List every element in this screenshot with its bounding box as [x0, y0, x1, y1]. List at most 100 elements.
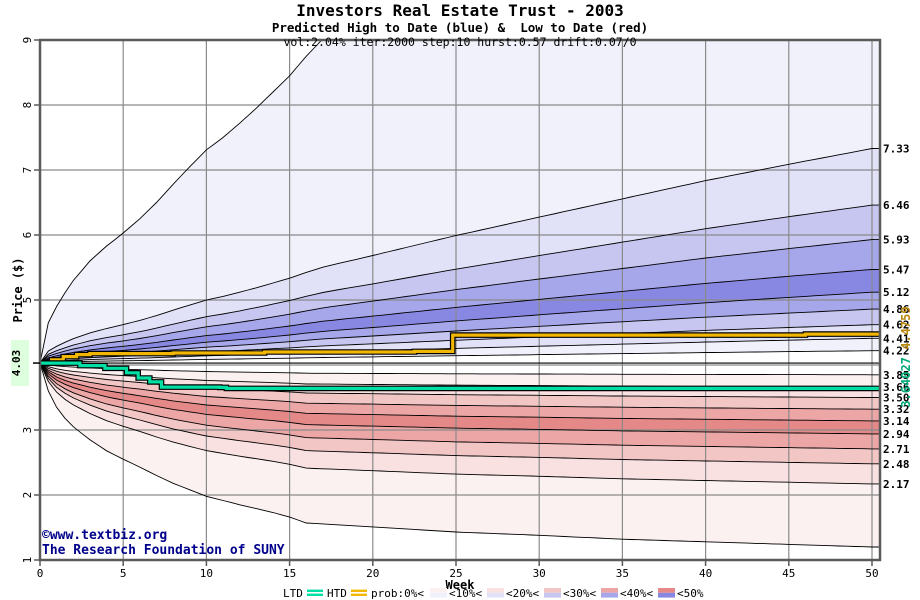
legend-band-swatch-red — [658, 588, 675, 593]
contour-line-high — [40, 308, 880, 364]
contour-line-high — [40, 350, 880, 364]
start-price-highlight — [11, 340, 29, 387]
contour-end-label-high: 4.86 — [883, 303, 910, 316]
probability-band-low — [40, 363, 880, 410]
x-tick-label: 35 — [616, 567, 629, 580]
legend-ltd-label: LTD — [283, 587, 303, 600]
legend-band-label: <40%< — [620, 587, 653, 600]
legend-band-swatch-red — [601, 588, 618, 593]
legend-band-label: <20%< — [506, 587, 539, 600]
y-tick-label: 6 — [21, 232, 34, 239]
probability-band-high — [40, 148, 880, 364]
watermark-org: The Research Foundation of SUNY — [42, 543, 285, 558]
x-tick-label: 40 — [699, 567, 712, 580]
probability-band-low — [40, 363, 880, 449]
contour-end-label-low: 3.85 — [883, 369, 910, 382]
y-tick-label: 9 — [21, 37, 34, 44]
legend-band-swatch-red — [430, 588, 447, 593]
contour-line-high — [40, 269, 880, 364]
legend-prob-label: prob:0%< — [371, 587, 424, 600]
contour-end-label-low: 3.66 — [883, 381, 910, 394]
x-tick-label: 25 — [449, 567, 462, 580]
contour-line-low — [40, 362, 880, 435]
contour-line-low — [40, 362, 880, 376]
probability-band-low — [40, 363, 880, 484]
probability-band-low — [40, 363, 880, 464]
contour-line-low — [40, 362, 880, 410]
probability-band-low — [40, 363, 880, 434]
contour-end-label-low: 3.50 — [883, 392, 910, 405]
x-tick-label: 5 — [120, 567, 127, 580]
contour-end-label-low: 2.71 — [883, 443, 910, 456]
contour-end-label-high: 5.47 — [883, 263, 910, 276]
htd-line — [40, 332, 880, 365]
legend-band-swatch-blue — [601, 592, 618, 598]
x-tick-label: 20 — [366, 567, 379, 580]
legend-band-label: <50% — [677, 587, 704, 600]
legend-htd-swatch — [351, 593, 367, 596]
legend-htd-swatch — [351, 589, 367, 592]
legend-band-swatch-blue — [658, 592, 675, 598]
probability-band-low — [40, 363, 880, 547]
contour-end-label-low: 3.32 — [883, 403, 910, 416]
contour-end-label-high: 6.46 — [883, 199, 910, 212]
contour-end-label-high: 7.33 — [883, 143, 910, 156]
contour-line-high — [40, 40, 323, 364]
legend-band-swatch-blue — [544, 592, 561, 598]
contour-end-label-high: 4.41 — [883, 332, 910, 345]
probability-band-high — [40, 292, 880, 364]
legend-band-swatch-red — [544, 588, 561, 593]
probability-band-high — [40, 338, 880, 364]
watermark: ©www.textbiz.org The Research Foundation… — [42, 526, 285, 558]
legend-band-swatch-blue — [430, 592, 447, 598]
y-axis-title: Price ($) — [11, 257, 25, 322]
contour-end-label-low: 2.94 — [883, 428, 910, 441]
legend-htd-label: HTD — [327, 587, 347, 600]
y-tick-label: 2 — [21, 492, 34, 499]
htd-final-value-label: 4.4759 — [899, 306, 913, 349]
ltd-line — [40, 361, 880, 390]
probability-band-low — [40, 363, 880, 388]
contour-end-label-low: 2.48 — [883, 458, 910, 471]
x-axis-title: Week — [446, 578, 476, 592]
contour-line-low — [40, 362, 880, 465]
legend-band-swatch-blue — [487, 592, 504, 598]
contour-end-label-low: 2.17 — [883, 478, 910, 491]
legend-band-label: <30%< — [563, 587, 596, 600]
contour-end-label-low: 3.14 — [883, 415, 910, 428]
ltd-final-value-label: 3.64027 — [899, 357, 913, 408]
x-tick-label: 30 — [533, 567, 546, 580]
legend-ltd-swatch — [307, 593, 323, 596]
contour-line-high — [40, 148, 880, 364]
contour-end-label-high: 5.93 — [883, 234, 910, 247]
contour-end-label-high: 4.22 — [883, 345, 910, 358]
y-tick-label: 7 — [21, 167, 34, 174]
legend-band-swatch-red — [487, 588, 504, 593]
y-tick-label: 5 — [21, 297, 34, 304]
contour-line-high — [40, 337, 880, 364]
contour-end-label-high: 4.62 — [883, 319, 910, 332]
x-tick-label: 50 — [865, 567, 878, 580]
probability-band-high — [40, 239, 880, 364]
contour-end-label-high: 5.12 — [883, 286, 910, 299]
y-tick-label: 3 — [21, 427, 34, 434]
contour-line-low — [40, 362, 880, 450]
x-tick-label: 45 — [782, 567, 795, 580]
contour-line-high — [40, 291, 880, 364]
x-tick-label: 0 — [37, 567, 44, 580]
probability-band-high — [40, 40, 880, 364]
contour-line-low — [40, 362, 880, 485]
contour-line-high — [40, 239, 880, 364]
contour-line-low — [40, 362, 880, 422]
watermark-link[interactable]: ©www.textbiz.org — [42, 528, 168, 543]
y-tick-label: 1 — [21, 557, 34, 564]
probability-band-high — [40, 269, 880, 364]
y-tick-label: 8 — [21, 102, 34, 109]
start-price-label: 4.03 — [10, 350, 23, 377]
contour-line-high — [40, 204, 880, 364]
x-tick-label: 10 — [200, 567, 213, 580]
probability-band-high — [40, 205, 880, 364]
plot-area — [40, 40, 880, 560]
